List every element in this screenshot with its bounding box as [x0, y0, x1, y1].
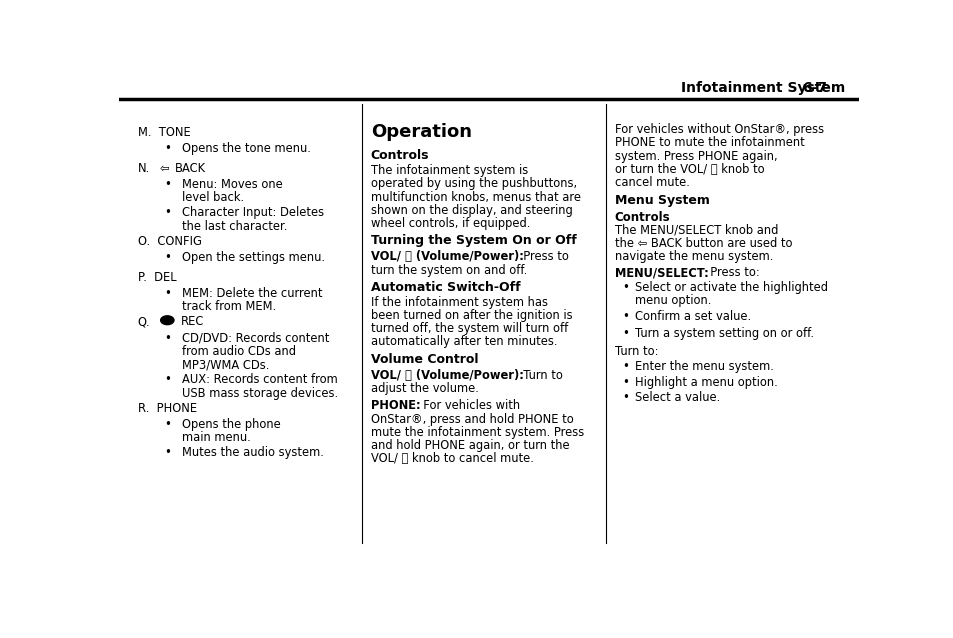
Text: •: • — [164, 142, 171, 155]
Text: Press to: Press to — [515, 251, 568, 263]
Text: R.  PHONE: R. PHONE — [137, 402, 196, 415]
Text: Turn a system setting on or off.: Turn a system setting on or off. — [635, 327, 814, 339]
Text: •: • — [621, 281, 628, 294]
Text: Turn to: Turn to — [515, 369, 562, 382]
Text: N.: N. — [137, 161, 150, 175]
Text: Opens the phone: Opens the phone — [182, 418, 280, 431]
Text: Volume Control: Volume Control — [370, 353, 477, 366]
Text: Controls: Controls — [614, 211, 670, 224]
Text: Turn to:: Turn to: — [614, 345, 658, 359]
Text: been turned on after the ignition is: been turned on after the ignition is — [370, 309, 572, 322]
Text: navigate the menu system.: navigate the menu system. — [614, 251, 772, 263]
Text: BACK: BACK — [174, 161, 206, 175]
Text: M.  TONE: M. TONE — [137, 126, 191, 138]
Text: Confirm a set value.: Confirm a set value. — [635, 311, 751, 323]
Text: MP3/WMA CDs.: MP3/WMA CDs. — [182, 358, 269, 371]
Text: turned off, the system will turn off: turned off, the system will turn off — [370, 322, 567, 335]
Text: The MENU/SELECT knob and: The MENU/SELECT knob and — [614, 224, 778, 237]
Text: main menu.: main menu. — [182, 431, 251, 444]
Text: Turning the System On or Off: Turning the System On or Off — [370, 234, 576, 248]
Text: Highlight a menu option.: Highlight a menu option. — [635, 376, 778, 389]
Text: •: • — [621, 327, 628, 339]
Text: •: • — [164, 206, 171, 219]
Text: •: • — [621, 360, 628, 373]
Text: AUX: Records content from: AUX: Records content from — [182, 373, 337, 386]
Text: •: • — [621, 392, 628, 404]
Text: level back.: level back. — [182, 191, 244, 204]
Text: •: • — [621, 376, 628, 389]
Text: Press to:: Press to: — [702, 266, 760, 279]
Text: Select or activate the highlighted: Select or activate the highlighted — [635, 281, 827, 294]
Text: Menu: Moves one: Menu: Moves one — [182, 178, 282, 191]
Text: VOL/ ⓛ (Volume/Power):: VOL/ ⓛ (Volume/Power): — [370, 251, 523, 263]
Text: Menu System: Menu System — [614, 195, 709, 207]
Text: cancel mute.: cancel mute. — [614, 176, 689, 189]
Text: For vehicles without OnStar®, press: For vehicles without OnStar®, press — [614, 123, 822, 137]
Text: PHONE:: PHONE: — [370, 399, 420, 412]
Text: Open the settings menu.: Open the settings menu. — [182, 251, 325, 264]
Text: system. Press PHONE again,: system. Press PHONE again, — [614, 150, 777, 163]
Text: Select a value.: Select a value. — [635, 392, 720, 404]
Text: track from MEM.: track from MEM. — [182, 300, 276, 313]
Text: wheel controls, if equipped.: wheel controls, if equipped. — [370, 217, 530, 230]
Text: from audio CDs and: from audio CDs and — [182, 345, 295, 358]
Text: the ⇦ BACK button are used to: the ⇦ BACK button are used to — [614, 237, 791, 250]
Text: USB mass storage devices.: USB mass storage devices. — [182, 387, 338, 399]
Text: VOL/ ⓛ knob to cancel mute.: VOL/ ⓛ knob to cancel mute. — [370, 452, 533, 465]
Text: Infotainment System: Infotainment System — [680, 81, 844, 95]
Text: P.  DEL: P. DEL — [137, 271, 176, 284]
Text: multifunction knobs, menus that are: multifunction knobs, menus that are — [370, 191, 580, 204]
Text: turn the system on and off.: turn the system on and off. — [370, 263, 526, 277]
Text: •: • — [164, 332, 171, 345]
Text: Character Input: Deletes: Character Input: Deletes — [182, 206, 324, 219]
Text: •: • — [164, 373, 171, 386]
Text: or turn the VOL/ ⓛ knob to: or turn the VOL/ ⓛ knob to — [614, 163, 763, 176]
Text: •: • — [164, 418, 171, 431]
Text: •: • — [164, 251, 171, 264]
Text: and hold PHONE again, or turn the: and hold PHONE again, or turn the — [370, 439, 569, 452]
Text: operated by using the pushbuttons,: operated by using the pushbuttons, — [370, 177, 577, 190]
Text: OnStar®, press and hold PHONE to: OnStar®, press and hold PHONE to — [370, 413, 573, 426]
Text: the last character.: the last character. — [182, 219, 287, 232]
Circle shape — [160, 316, 173, 325]
Text: Controls: Controls — [370, 149, 429, 162]
Text: 6-7: 6-7 — [801, 81, 826, 95]
Text: Operation: Operation — [370, 123, 471, 141]
Text: mute the infotainment system. Press: mute the infotainment system. Press — [370, 426, 583, 439]
Text: Mutes the audio system.: Mutes the audio system. — [182, 447, 324, 459]
Text: REC: REC — [180, 315, 204, 329]
Text: automatically after ten minutes.: automatically after ten minutes. — [370, 336, 557, 348]
Text: For vehicles with: For vehicles with — [416, 399, 520, 412]
Text: O.  CONFIG: O. CONFIG — [137, 235, 201, 248]
Text: Q.: Q. — [137, 315, 151, 329]
Text: CD/DVD: Records content: CD/DVD: Records content — [182, 332, 329, 345]
Text: adjust the volume.: adjust the volume. — [370, 382, 478, 395]
Text: If the infotainment system has: If the infotainment system has — [370, 295, 547, 309]
Text: Automatic Switch-Off: Automatic Switch-Off — [370, 281, 519, 294]
Text: The infotainment system is: The infotainment system is — [370, 164, 527, 177]
Text: •: • — [164, 287, 171, 300]
Text: shown on the display, and steering: shown on the display, and steering — [370, 204, 572, 217]
Text: MENU/SELECT:: MENU/SELECT: — [614, 266, 708, 279]
Text: menu option.: menu option. — [635, 294, 711, 307]
Text: Enter the menu system.: Enter the menu system. — [635, 360, 774, 373]
Text: PHONE to mute the infotainment: PHONE to mute the infotainment — [614, 137, 803, 149]
Text: •: • — [164, 447, 171, 459]
Text: •: • — [621, 311, 628, 323]
Text: •: • — [164, 178, 171, 191]
Text: MEM: Delete the current: MEM: Delete the current — [182, 287, 322, 300]
Text: VOL/ ⓛ (Volume/Power):: VOL/ ⓛ (Volume/Power): — [370, 369, 523, 382]
Text: ⇦: ⇦ — [160, 161, 170, 175]
Text: Opens the tone menu.: Opens the tone menu. — [182, 142, 311, 155]
